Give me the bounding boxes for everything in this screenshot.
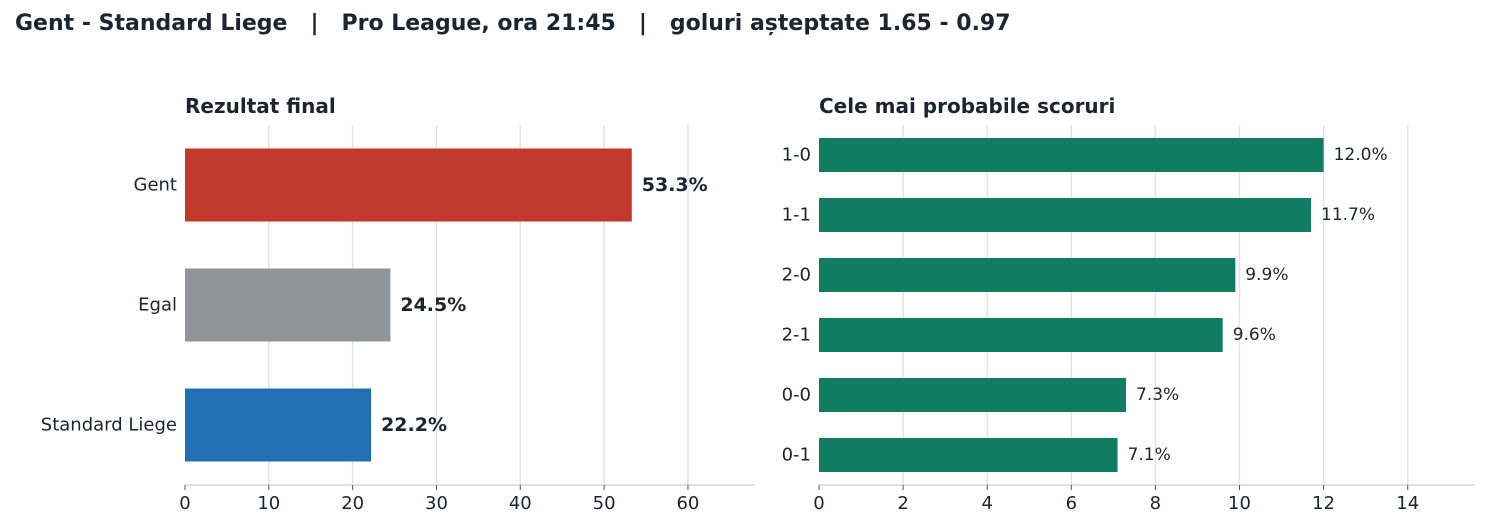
chart-title: Cele mai probabile scoruri [819,94,1115,118]
bar-standard-liege [185,388,372,462]
category-label: 1-1 [782,205,811,226]
value-label: 7.1% [1128,445,1171,465]
value-label: 24.5% [400,294,466,316]
tick-label: 2 [897,493,908,514]
value-label: 12.0% [1334,145,1388,165]
category-label: 1-0 [782,145,811,166]
category-label: 0-0 [782,385,811,406]
figure-title: Gent - Standard Liege | Pro League, ora … [15,11,1011,36]
bar-1-0 [819,138,1324,172]
value-label: 53.3% [642,174,708,196]
tick-label: 10 [257,493,280,514]
tick-label: 10 [1228,493,1251,514]
category-label: 2-1 [782,325,811,346]
tick-label: 20 [341,493,364,514]
tick-label: 6 [1066,493,1077,514]
bar-2-0 [819,258,1236,292]
tick-label: 12 [1312,493,1335,514]
tick-label: 4 [981,493,992,514]
bar-0-1 [819,438,1118,472]
tick-label: 8 [1150,493,1161,514]
value-label: 9.6% [1233,325,1276,345]
chart-panel-2: Cele mai probabile scoruri 1-0 12.0% 1-1 11.… [782,94,1475,514]
chart-title: Rezultat final [185,94,336,118]
tick-label: 50 [593,493,616,514]
tick-label: 0 [813,493,824,514]
tick-label: 60 [676,493,699,514]
tick-label: 14 [1396,493,1419,514]
value-label: 11.7% [1321,205,1375,225]
value-label: 9.9% [1245,265,1288,285]
value-label: 22.2% [381,414,447,436]
tick-label: 0 [179,493,190,514]
bar-1-1 [819,198,1311,232]
value-label: 7.3% [1136,385,1179,405]
tick-label: 30 [425,493,448,514]
category-label: 0-1 [782,445,811,466]
bar-0-0 [819,378,1126,412]
tick-label: 40 [509,493,532,514]
chart-panel-1: Rezultat final Gent 53.3% Egal 24.5% Standard… [41,94,755,514]
bar-egal [185,268,391,342]
category-label: Egal [138,295,177,316]
category-label: 2-0 [782,265,811,286]
category-label: Standard Liege [41,415,177,436]
bar-gent [185,148,632,222]
category-label: Gent [134,175,178,196]
bar-2-1 [819,318,1223,352]
